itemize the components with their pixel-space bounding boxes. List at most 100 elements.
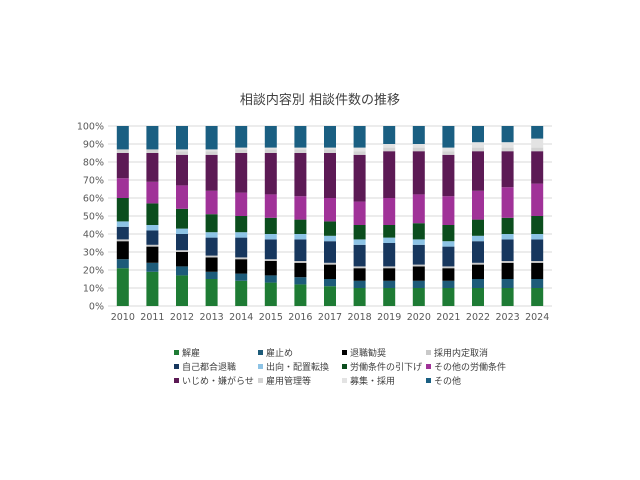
bar-segment [294, 149, 307, 153]
bar-segment [383, 144, 396, 148]
bar-segment [116, 178, 129, 198]
bar-segment [412, 288, 425, 306]
bar-segment [412, 194, 425, 224]
bar-segment [472, 241, 484, 263]
legend-label: 雇止め [266, 347, 293, 359]
bar-segment [501, 147, 514, 152]
bar-segment [531, 279, 544, 288]
legend-swatch [426, 378, 431, 383]
x-tick-label: 2013 [200, 312, 224, 323]
bar-segment [442, 225, 455, 242]
bar-segment [294, 234, 307, 240]
bar-segment [176, 266, 188, 276]
bar-segment [205, 151, 218, 155]
bar-segment [146, 262, 159, 272]
bar-segment [235, 147, 248, 150]
bar-segment [205, 214, 218, 233]
bar-segment [264, 234, 277, 240]
bar-segment [383, 243, 396, 267]
bar-segment [472, 279, 484, 288]
bar-segment [531, 147, 544, 152]
bar-segment [146, 225, 159, 231]
bar-segment [146, 230, 159, 245]
bar-segment [383, 266, 396, 269]
bar-segment [353, 154, 366, 202]
bar-segment [264, 149, 277, 153]
y-tick-label: 0% [89, 302, 104, 313]
bar-segment [531, 234, 544, 240]
legend-swatch [426, 350, 431, 355]
bar-segment [235, 257, 248, 260]
bar-segment [235, 153, 248, 193]
bar-segment [324, 147, 336, 150]
bar-segment [383, 147, 396, 152]
bar-segment [472, 219, 484, 236]
bar-segment [353, 244, 366, 267]
bar-segment [383, 280, 396, 288]
legend-label: 採用内定取消 [434, 347, 488, 359]
bar-segment [501, 262, 514, 279]
bar-segment [116, 198, 129, 222]
bar-segment [294, 219, 307, 234]
x-tick-label: 2014 [229, 312, 253, 323]
x-tick-label: 2019 [377, 312, 401, 323]
legend-swatch [174, 378, 179, 383]
bar-segment [116, 239, 129, 242]
bar-segment [146, 244, 159, 247]
bar-segment [176, 275, 188, 306]
bar-segment [501, 142, 514, 148]
bar-segment [412, 264, 425, 267]
bar-segment [205, 149, 218, 152]
bar-segment [472, 142, 484, 148]
bar-segment [531, 261, 544, 263]
bar-segment [353, 280, 366, 288]
bar-segment [383, 126, 396, 144]
bar-segment [146, 153, 159, 182]
y-tick-label: 100% [77, 122, 104, 133]
x-tick-label: 2020 [407, 312, 431, 323]
bar-segment [383, 288, 396, 306]
bar-segment [353, 147, 366, 152]
bar-segment [116, 241, 129, 260]
x-tick-label: 2015 [259, 312, 283, 323]
bar-segment [294, 196, 307, 220]
bar-segment [353, 268, 366, 281]
legend-swatch [258, 364, 263, 369]
x-tick-label: 2021 [436, 312, 460, 323]
bar-segment [501, 279, 514, 288]
bar-segment [264, 282, 277, 306]
bar-segment [531, 138, 544, 148]
bar-segment [116, 259, 129, 269]
bar-segment [205, 255, 218, 258]
y-tick-label: 80% [83, 158, 104, 169]
bar-segment [294, 277, 307, 285]
bar-segment [353, 201, 366, 225]
bar-segment [472, 262, 484, 265]
legend-label: 出向・配置転換 [266, 361, 329, 373]
x-tick-label: 2023 [496, 312, 520, 323]
bar-segment [264, 261, 277, 276]
bar-segment [472, 190, 484, 220]
bar-segment [531, 239, 544, 261]
bar-segment [383, 225, 396, 238]
x-tick-label: 2018 [348, 312, 372, 323]
bar-segment [501, 217, 514, 234]
bar-segment [472, 147, 484, 152]
bar-segment [176, 149, 188, 152]
bar-segment [205, 271, 218, 279]
bar-segment [264, 217, 277, 234]
bar-segment [442, 154, 455, 197]
legend-label: 雇用管理等 [266, 375, 311, 387]
bar-segment [176, 228, 188, 234]
bar-segment [146, 126, 159, 150]
bar-segment [235, 192, 248, 216]
bar-segment [472, 126, 484, 143]
legend-label: いじめ・嫌がらせ [182, 375, 254, 387]
bar-segment [412, 266, 425, 281]
bar-segment [235, 126, 248, 148]
legend-swatch [258, 350, 263, 355]
bar-segment [146, 271, 159, 306]
bar-segment [501, 234, 514, 240]
x-tick-label: 2017 [318, 312, 342, 323]
bar-segment [176, 151, 188, 155]
